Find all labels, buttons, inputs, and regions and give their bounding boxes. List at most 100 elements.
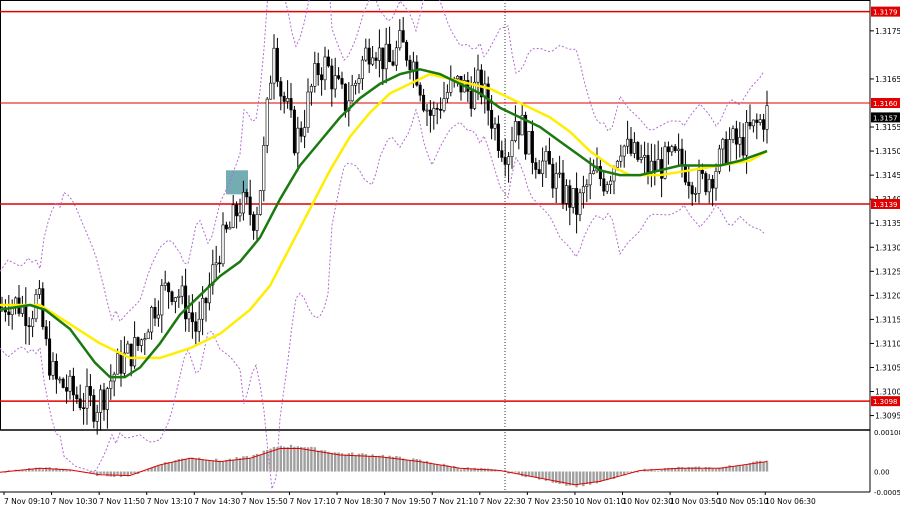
oscillator-bar bbox=[249, 458, 251, 472]
candle-body bbox=[120, 354, 122, 374]
oscillator-bar bbox=[286, 447, 288, 471]
candle-body bbox=[361, 60, 363, 79]
candle-body bbox=[640, 157, 642, 159]
candle-body bbox=[504, 157, 506, 164]
candle-body bbox=[735, 129, 737, 144]
candle-body bbox=[647, 155, 649, 173]
candle-body bbox=[681, 149, 683, 164]
candle-body bbox=[351, 85, 353, 101]
candle-body bbox=[232, 205, 234, 228]
candle-body bbox=[205, 298, 207, 302]
oscillator-bar bbox=[297, 446, 299, 471]
candle-body bbox=[368, 48, 370, 64]
price-tick-label: 1.3175 bbox=[875, 27, 900, 36]
candle-body bbox=[59, 379, 61, 380]
oscillator-bar bbox=[368, 456, 370, 472]
candle-body bbox=[531, 131, 533, 162]
candle-body bbox=[633, 142, 635, 153]
candle-body bbox=[579, 193, 581, 215]
oscillator-bar bbox=[341, 453, 343, 471]
candle-body bbox=[405, 42, 407, 60]
candle-body bbox=[623, 146, 625, 156]
price-tick-label: 1.3100 bbox=[875, 388, 900, 397]
oscillator-bar bbox=[436, 464, 438, 471]
candle-body bbox=[300, 128, 302, 136]
candle-body bbox=[711, 179, 713, 188]
candle-body bbox=[443, 99, 445, 111]
oscillator-bar bbox=[161, 465, 163, 471]
oscillator-bar bbox=[334, 452, 336, 471]
candle-body bbox=[385, 44, 387, 69]
candle-body bbox=[470, 91, 472, 108]
candle-body bbox=[45, 327, 47, 339]
candle-body bbox=[745, 122, 747, 155]
candle-body bbox=[511, 141, 513, 157]
candle-body bbox=[592, 171, 594, 174]
candle-body bbox=[688, 182, 690, 186]
oscillator-bar bbox=[422, 462, 424, 472]
candle-body bbox=[218, 263, 220, 264]
time-label: 7 Nov 23:50 bbox=[527, 497, 573, 506]
time-label: 7 Nov 18:30 bbox=[337, 497, 383, 506]
oscillator-bar bbox=[93, 472, 95, 473]
price-level-label: 1.3160 bbox=[873, 100, 898, 108]
oscillator-bar bbox=[548, 472, 550, 480]
oscillator-bar bbox=[450, 467, 452, 471]
price-tick-label: 1.3135 bbox=[875, 219, 900, 228]
time-label: 10 Nov 03:50 bbox=[670, 497, 721, 506]
candle-body bbox=[25, 305, 27, 325]
candle-body bbox=[283, 96, 285, 101]
candle-body bbox=[140, 340, 142, 346]
candle-body bbox=[191, 313, 193, 322]
candle-body bbox=[11, 305, 13, 315]
oscillator-bar bbox=[116, 472, 118, 475]
candle-body bbox=[28, 326, 30, 327]
candle-body bbox=[320, 75, 322, 80]
candle-body bbox=[297, 128, 299, 153]
oscillator-bar bbox=[365, 454, 367, 471]
candle-body bbox=[409, 60, 411, 70]
oscillator-bar bbox=[402, 458, 404, 471]
candle-body bbox=[171, 292, 173, 302]
price-level-label: 1.3139 bbox=[873, 201, 898, 209]
price-tick-label: 1.3130 bbox=[875, 243, 900, 252]
candle-body bbox=[157, 315, 159, 318]
candle-body bbox=[147, 332, 149, 339]
candle-body bbox=[494, 124, 496, 128]
candle-body bbox=[38, 289, 40, 295]
candle-body bbox=[110, 381, 112, 389]
candle-body bbox=[518, 121, 520, 135]
candle-body bbox=[259, 191, 261, 215]
oscillator-bar bbox=[201, 459, 203, 471]
candle-body bbox=[371, 58, 373, 64]
oscillator-bar bbox=[218, 461, 220, 472]
candle-body bbox=[93, 395, 95, 421]
oscillator-bar bbox=[473, 468, 475, 472]
candle-body bbox=[133, 337, 135, 365]
candle-body bbox=[310, 86, 312, 92]
oscillator-bar bbox=[55, 468, 57, 472]
oscillator-bar bbox=[225, 460, 227, 472]
candle-body bbox=[759, 120, 761, 123]
oscillator-bar bbox=[592, 472, 594, 483]
candle-body bbox=[358, 79, 360, 84]
oscillator-bar bbox=[572, 472, 574, 486]
oscillator-bar bbox=[208, 460, 210, 471]
oscillator-bar bbox=[657, 471, 659, 472]
price-tick-label: 1.3125 bbox=[875, 267, 900, 276]
oscillator-bar bbox=[303, 447, 305, 471]
candle-body bbox=[643, 155, 645, 157]
candle-body bbox=[616, 161, 618, 167]
candle-body bbox=[382, 48, 384, 69]
candle-body bbox=[198, 319, 200, 331]
candle-body bbox=[446, 92, 448, 98]
candle-body bbox=[562, 173, 564, 203]
oscillator-bar bbox=[409, 460, 411, 471]
oscillator-bar bbox=[324, 450, 326, 471]
candle-body bbox=[749, 122, 751, 126]
oscillator-bar bbox=[463, 469, 465, 472]
candle-body bbox=[106, 389, 108, 410]
time-label: 7 Nov 09:10 bbox=[4, 497, 50, 506]
oscillator-bar bbox=[579, 472, 581, 485]
